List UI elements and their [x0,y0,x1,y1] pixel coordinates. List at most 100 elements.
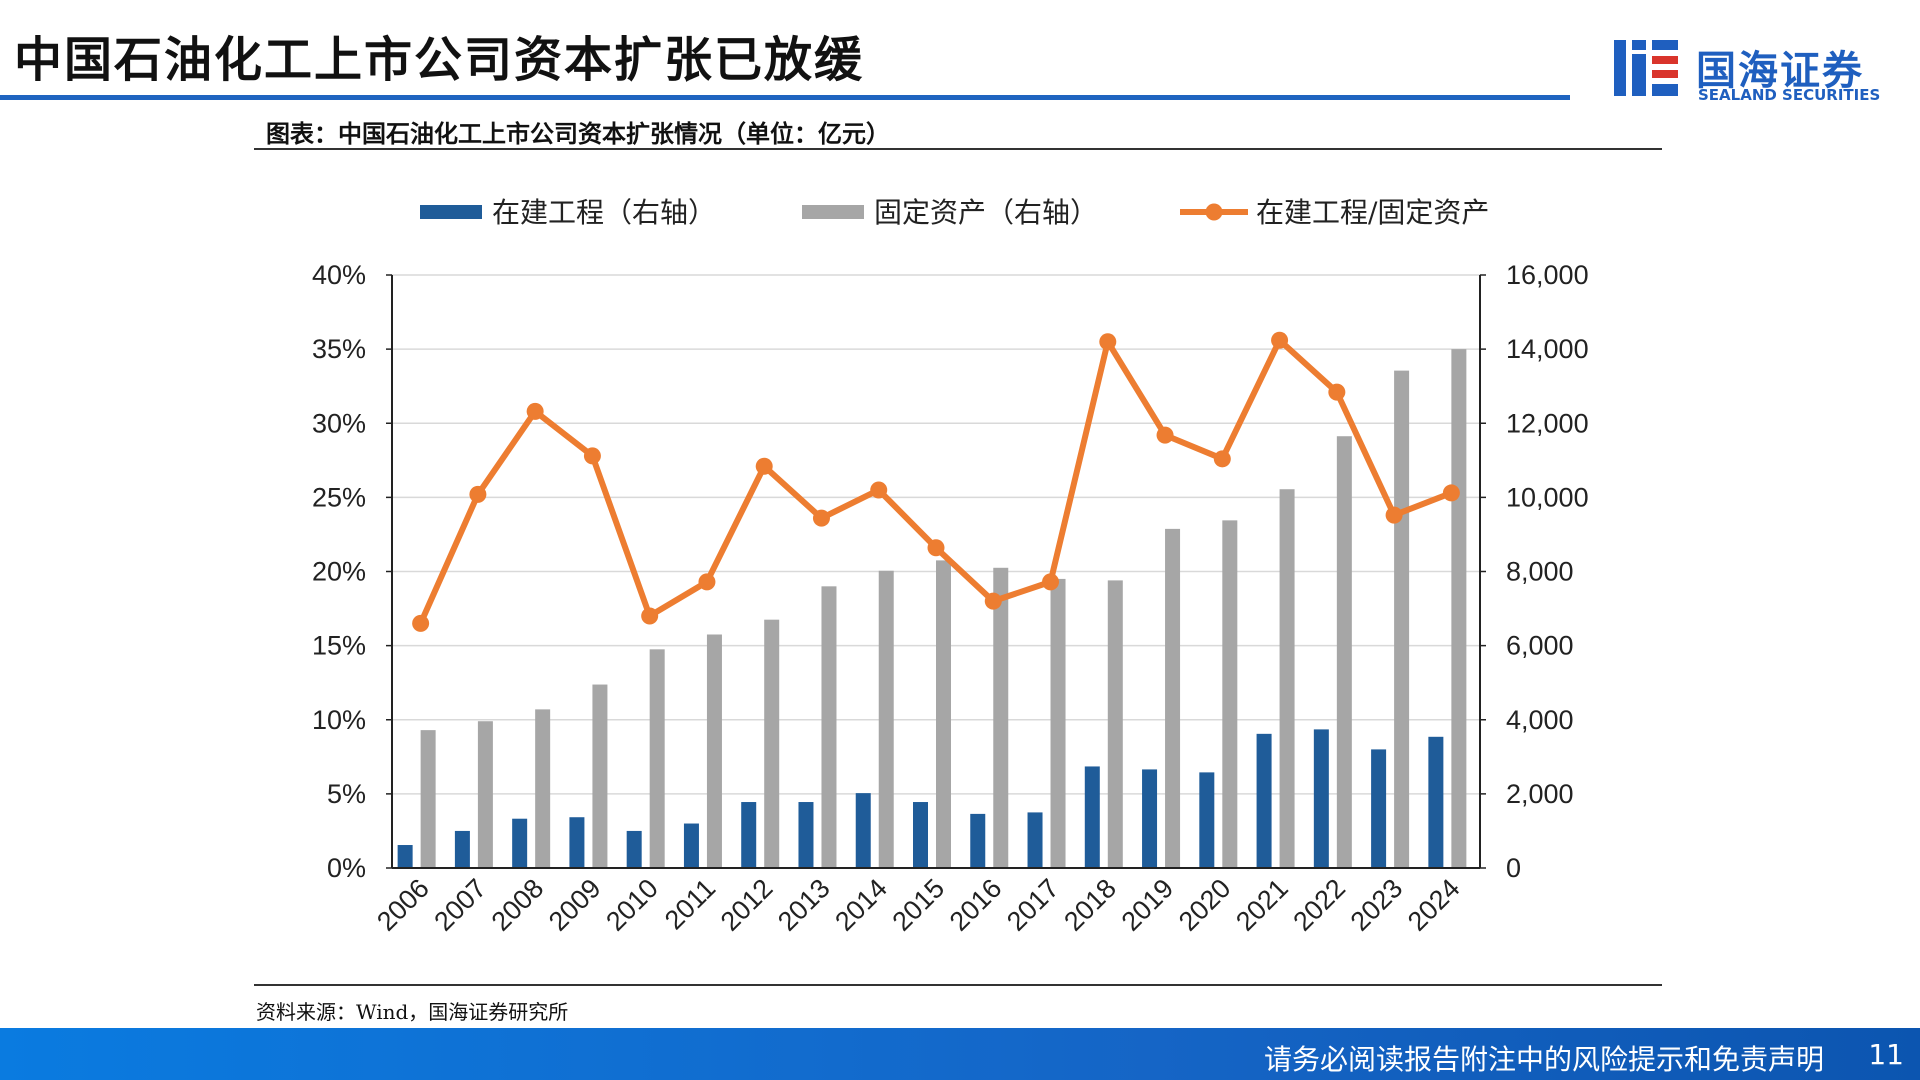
ratio-point [698,573,716,591]
left-tick-label: 30% [312,408,366,438]
ratio-point [1099,333,1117,351]
logo-chinese-text: 国海证券 [1696,48,1864,94]
x-tick-label: 2011 [659,873,721,935]
title-underline [0,95,1570,100]
x-tick-label: 2006 [371,873,435,937]
ratio-point [1328,383,1346,401]
ratio-point [641,607,659,625]
fixed-assets-bar [592,684,608,868]
ratio-point [755,457,773,475]
logo-english-text: SEALAND SECURITIES [1698,86,1881,104]
construction-bar [1142,769,1158,868]
x-tick-label: 2018 [1058,873,1122,937]
legend-label-fixed-assets: 固定资产（右轴） [874,196,1098,229]
x-tick-label: 2014 [829,873,893,937]
x-tick-label: 2024 [1402,873,1466,937]
construction-bar [1313,729,1329,868]
x-tick-label: 2008 [486,873,550,937]
legend-label-construction: 在建工程（右轴） [492,196,716,229]
bars-layer [397,349,1467,868]
legend-swatch-construction [420,205,482,219]
x-tick-label: 2017 [1001,873,1065,937]
ratio-line-layer [412,331,1460,632]
ratio-point [412,614,430,632]
ratio-point [1442,484,1460,502]
ratio-point [870,481,888,499]
subtitle-rule [254,148,1662,150]
ratio-point [526,402,544,420]
right-tick-label: 0 [1506,853,1521,883]
right-tick-label: 12,000 [1506,408,1589,438]
x-tick-label: 2007 [428,873,492,937]
construction-bar [1084,766,1100,868]
construction-bar [454,830,470,868]
construction-bar [913,802,928,868]
x-tick-label: 2020 [1173,873,1237,937]
left-tick-label: 5% [327,779,366,809]
legend-swatch-fixed-assets [802,205,864,219]
right-tick-label: 4,000 [1506,705,1574,735]
chart-legend: 在建工程（右轴） 固定资产（右轴） 在建工程/固定资产 [420,196,1489,229]
construction-bar [512,818,528,868]
left-tick-label: 25% [312,482,366,512]
x-tick-label: 2019 [1116,873,1180,937]
left-tick-label: 20% [312,557,366,587]
construction-bar [855,793,871,868]
right-tick-label: 8,000 [1506,557,1574,587]
ratio-point [1156,426,1174,444]
x-tick-label: 2021 [1230,873,1294,937]
construction-bar [397,845,413,868]
ratio-point [984,592,1002,610]
fixed-assets-bar [649,649,665,868]
ratio-point [583,447,601,465]
footer-bar: 请务必阅读报告附注中的风险提示和免责声明 11 [0,1028,1920,1080]
left-tick-label: 0% [327,853,366,883]
fixed-assets-bar [1222,520,1238,868]
right-tick-label: 6,000 [1506,631,1574,661]
construction-bar [798,802,814,868]
fixed-assets-bar [993,567,1009,868]
construction-bar [626,830,642,868]
sealand-logo-icon [1614,40,1678,96]
page-number: 11 [1868,1038,1904,1071]
x-tick-label: 2009 [543,873,607,937]
ratio-point [927,539,945,557]
fixed-assets-bar [821,586,837,868]
fixed-assets-bar [878,570,894,868]
disclaimer-text: 请务必阅读报告附注中的风险提示和免责声明 [1263,1043,1824,1076]
x-tick-label: 2016 [944,873,1008,937]
construction-bar [741,802,757,868]
ratio-point [1042,573,1060,591]
fixed-assets-bar [535,709,551,868]
legend-swatch-ratio-point [1205,203,1223,221]
left-tick-label: 40% [312,260,366,290]
x-tick-label: 2010 [600,873,664,937]
fixed-assets-bar [1050,578,1066,868]
source-note: 资料来源：Wind，国海证券研究所 [256,1000,569,1024]
right-tick-label: 2,000 [1506,779,1574,809]
right-tick-label: 10,000 [1506,482,1589,512]
fixed-assets-bar [1394,370,1410,868]
ratio-point [1271,331,1289,349]
fixed-assets-bar [706,634,722,868]
construction-bar [569,817,585,868]
chart-subtitle: 图表：中国石油化工上市公司资本扩张情况（单位：亿元） [266,119,890,148]
x-tick-label: 2015 [887,873,951,937]
left-tick-label: 10% [312,705,366,735]
ratio-point [1213,450,1231,468]
right-tick-label: 14,000 [1506,334,1589,364]
ratio-point [812,509,830,527]
construction-bar [1027,812,1043,868]
left-tick-label: 35% [312,334,366,364]
construction-bar [1256,733,1272,868]
fixed-assets-bar [1107,580,1123,868]
ratio-point [1385,506,1403,524]
fixed-assets-bar [1336,436,1352,868]
x-tick-label: 2012 [715,873,779,937]
construction-bar [1428,736,1444,868]
fixed-assets-bar [764,619,780,868]
page-title: 中国石油化工上市公司资本扩张已放缓 [14,32,865,88]
construction-bar [1199,772,1215,868]
construction-bar [1371,749,1387,868]
fixed-assets-bar [420,730,436,868]
